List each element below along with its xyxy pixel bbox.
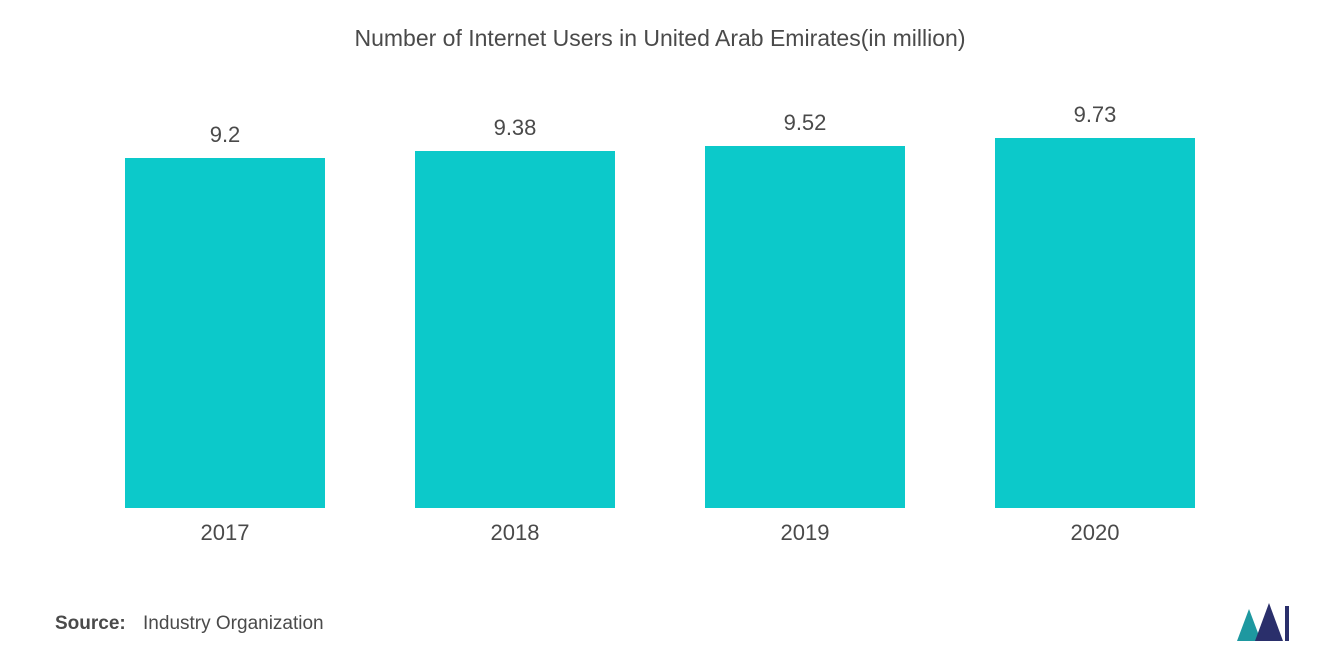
bar-group-3: 9.73 2020 xyxy=(995,102,1195,546)
source-label: Source: xyxy=(55,613,126,634)
bar-1 xyxy=(415,151,615,507)
chart-container: Number of Internet Users in United Arab … xyxy=(0,0,1320,665)
bar-group-2: 9.52 2019 xyxy=(705,110,905,546)
source-line: Source: Industry Organization xyxy=(50,613,1270,635)
bar-value-0: 9.2 xyxy=(210,122,241,148)
bar-2 xyxy=(705,146,905,508)
source-value: Industry Organization xyxy=(143,613,324,634)
bar-3 xyxy=(995,138,1195,508)
bar-0 xyxy=(125,158,325,508)
bar-label-2: 2019 xyxy=(781,520,830,546)
bar-value-1: 9.38 xyxy=(494,115,537,141)
chart-plot-area: 9.2 2017 9.38 2018 9.52 2019 9.73 2020 xyxy=(50,102,1270,546)
bar-value-3: 9.73 xyxy=(1074,102,1117,128)
brand-logo-icon xyxy=(1235,601,1290,645)
bar-group-1: 9.38 2018 xyxy=(415,115,615,545)
bar-label-1: 2018 xyxy=(491,520,540,546)
bar-label-3: 2020 xyxy=(1071,520,1120,546)
bar-label-0: 2017 xyxy=(201,520,250,546)
bar-value-2: 9.52 xyxy=(784,110,827,136)
spacer xyxy=(50,546,1270,591)
chart-title: Number of Internet Users in United Arab … xyxy=(50,25,1270,52)
bar-group-0: 9.2 2017 xyxy=(125,122,325,546)
